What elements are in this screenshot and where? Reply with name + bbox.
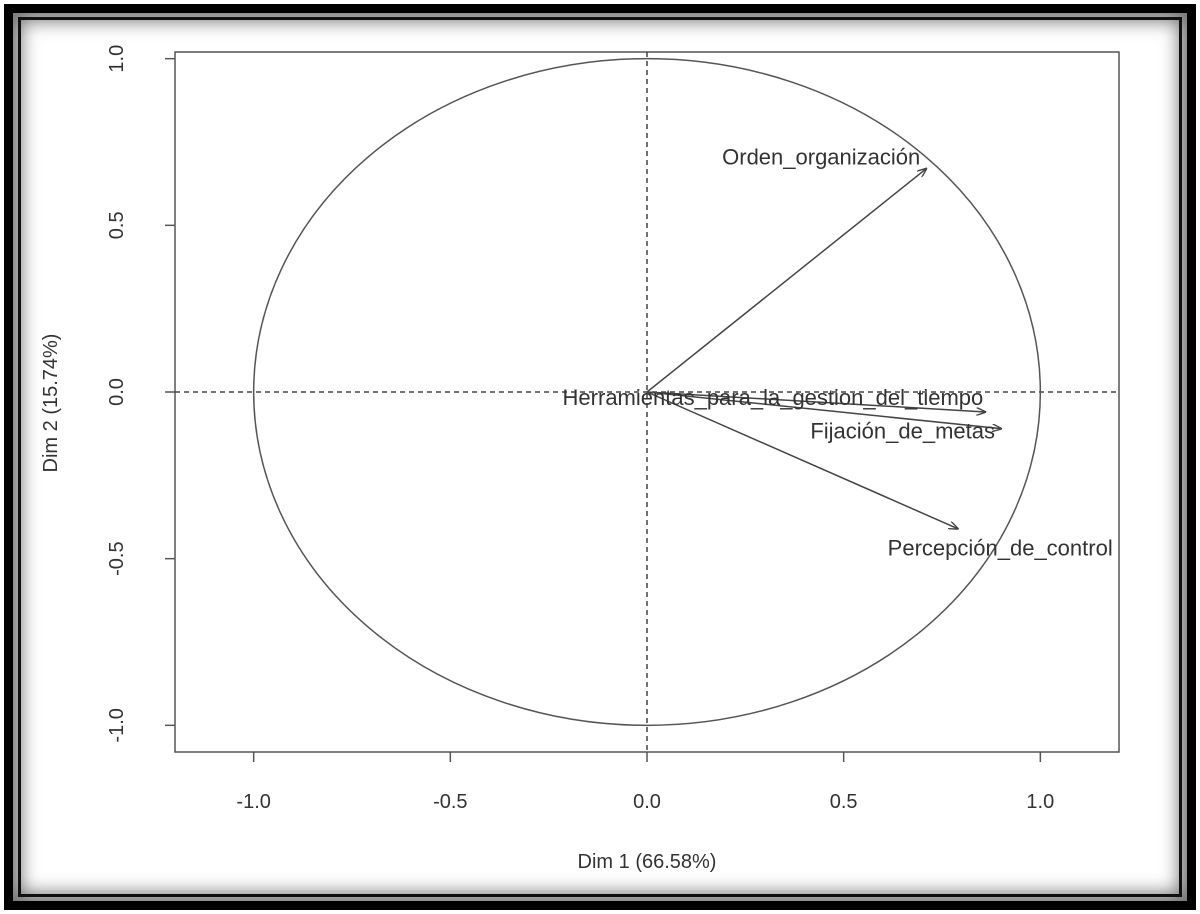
- y-tick-label: 1.0: [106, 45, 128, 73]
- variable-arrow: [646, 169, 926, 393]
- y-axis-ticks: -1.0 -0.5 0.0 0.5 1.0: [106, 45, 175, 743]
- variable-arrows: [646, 169, 1001, 529]
- y-tick-label: -0.5: [106, 541, 128, 575]
- x-tick-label: -0.5: [433, 791, 467, 813]
- y-tick-label: -1.0: [106, 708, 128, 742]
- variable-labels: Orden_organización Herramientas_para_la_g…: [563, 145, 1113, 561]
- outer-frame-border: [4, 4, 1196, 910]
- x-tick-label: 0.5: [830, 791, 858, 813]
- x-axis-ticks: -1.0 -0.5 0.0 0.5 1.0: [236, 752, 1054, 813]
- variable-arrow: [646, 391, 985, 412]
- variable-arrow: [646, 391, 1001, 429]
- variable-label: Orden_organización: [722, 145, 920, 170]
- x-tick-label: 0.0: [633, 791, 661, 813]
- x-tick-label: 1.0: [1026, 791, 1054, 813]
- y-tick-label: 0.0: [106, 378, 128, 406]
- y-tick-label: 0.5: [106, 211, 128, 239]
- variable-label: Herramientas_para_la_gestion_del_tiempo: [563, 385, 984, 410]
- x-tick-label: -1.0: [236, 791, 270, 813]
- variable-label: Percepción_de_control: [888, 536, 1113, 561]
- variable-arrow: [646, 391, 958, 529]
- inner-frame-border: [18, 17, 1182, 897]
- unit-circle-layer: [252, 57, 1042, 727]
- variable-label: Fijación_de_metas: [810, 419, 995, 444]
- unit-circle: [252, 57, 1042, 727]
- y-axis-label: Dim 2 (15.74%): [40, 334, 62, 473]
- x-axis-label: Dim 1 (66.58%): [578, 851, 717, 873]
